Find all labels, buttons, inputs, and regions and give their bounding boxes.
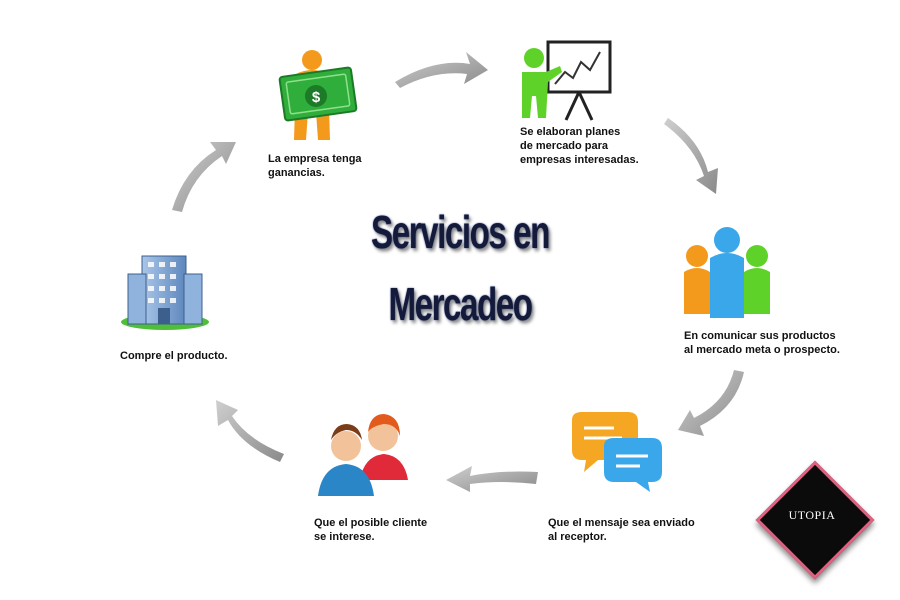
chat-bubbles-icon xyxy=(572,412,662,492)
people-group-icon xyxy=(684,227,770,318)
arrow-building-to-money xyxy=(172,142,236,212)
presentation-chart-icon xyxy=(522,40,612,121)
step-label-planes: Se elaboran planes de mercado para empre… xyxy=(520,126,639,166)
office-building-icon xyxy=(121,255,209,330)
money-person-icon: $ xyxy=(278,50,358,140)
arrow-people-to-chat xyxy=(678,370,744,436)
step-label-cliente: Que el posible cliente se interese. xyxy=(314,517,428,543)
customers-icon xyxy=(318,414,408,496)
step-label-mensaje: Que el mensaje sea enviado al receptor. xyxy=(548,517,695,543)
diagram-title: Servicios en Mercadeo xyxy=(366,196,553,340)
step-label-comunicar: En comunicar sus productos al mercado me… xyxy=(684,330,840,356)
diagram-title-line2: Mercadeo xyxy=(388,278,533,330)
svg-text:$: $ xyxy=(312,89,321,106)
arrow-plans-to-people xyxy=(664,118,718,194)
utopia-badge-text: UTOPIA xyxy=(788,508,836,522)
arrow-chat-to-customers xyxy=(446,466,538,492)
arrow-money-to-plans xyxy=(395,52,488,88)
arrow-customers-to-building xyxy=(216,400,284,462)
step-label-ganancias: La empresa tenga ganancias. xyxy=(268,153,362,179)
cycle-arrows xyxy=(172,52,744,492)
step-label-compre: Compre el producto. xyxy=(120,350,228,362)
diagram-title-line1: Servicios en xyxy=(371,206,550,258)
